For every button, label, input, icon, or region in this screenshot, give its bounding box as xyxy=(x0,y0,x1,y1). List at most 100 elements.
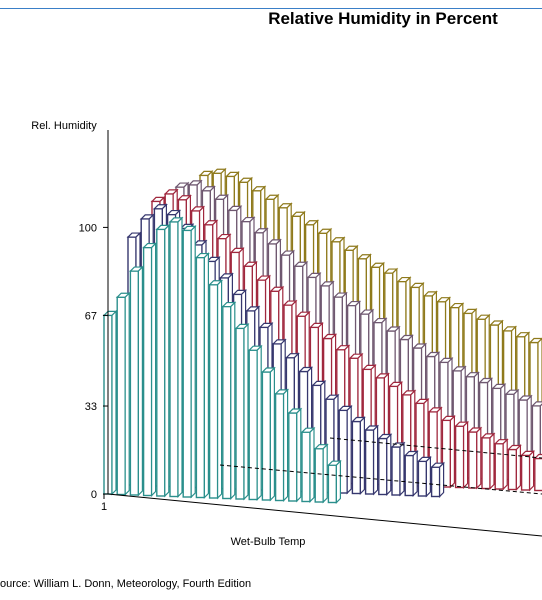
bar xyxy=(115,291,131,496)
bar-side xyxy=(399,441,405,497)
y-axis-label: Rel. Humidity xyxy=(31,120,97,132)
bar xyxy=(440,414,456,489)
bar-front xyxy=(520,454,531,491)
bar-side xyxy=(515,444,522,491)
bar-front xyxy=(481,437,491,490)
bar xyxy=(364,424,380,496)
bar-front xyxy=(417,460,428,497)
bar xyxy=(337,404,353,495)
bar xyxy=(467,426,483,490)
bar-side xyxy=(412,450,418,497)
bar-side xyxy=(137,265,143,497)
bar xyxy=(326,459,342,504)
bar xyxy=(274,388,290,502)
bar-front xyxy=(454,425,465,489)
bar-side xyxy=(386,433,392,496)
bar-side xyxy=(190,224,196,499)
bar xyxy=(181,224,197,499)
bar xyxy=(493,438,509,491)
bar-side xyxy=(269,366,275,502)
bar-side xyxy=(425,455,431,498)
bar-side xyxy=(151,242,157,497)
bar xyxy=(260,366,276,502)
bar xyxy=(430,461,446,498)
bar-top xyxy=(530,401,542,407)
bar-front xyxy=(378,437,388,496)
bar xyxy=(168,216,184,498)
bar-side xyxy=(322,443,328,504)
bar xyxy=(480,432,496,490)
bar-side xyxy=(346,404,352,495)
bar-side xyxy=(489,432,495,490)
bar xyxy=(350,416,366,495)
y-tick-label: 0 xyxy=(91,489,97,501)
bar-front xyxy=(351,420,362,495)
bar-front xyxy=(116,296,126,496)
bar xyxy=(155,223,171,498)
bar-side xyxy=(296,407,302,503)
bar-front xyxy=(327,464,338,504)
bar xyxy=(102,309,118,496)
y-tick-label: 100 xyxy=(79,222,97,234)
bar-front xyxy=(468,431,478,489)
bar-front xyxy=(208,284,219,499)
y-tick-label: 67 xyxy=(85,310,97,322)
bar xyxy=(403,450,419,497)
bar xyxy=(520,449,536,492)
bar xyxy=(300,426,316,503)
bar-side xyxy=(476,426,482,490)
bar-front xyxy=(274,393,285,502)
bar-side xyxy=(111,309,117,496)
y-tick-label: 33 xyxy=(85,401,97,413)
bar xyxy=(208,279,224,500)
bar-front xyxy=(430,466,441,498)
bar-front xyxy=(314,447,324,503)
x-axis-line xyxy=(107,493,542,537)
bar-side xyxy=(124,291,130,496)
floor-dashed-line-back xyxy=(329,437,542,459)
bar-front xyxy=(534,457,542,492)
bar-side xyxy=(217,279,223,500)
bar-side xyxy=(439,461,445,498)
floor-dashed-line-front xyxy=(219,464,542,495)
bar xyxy=(416,455,432,498)
bar-front xyxy=(129,270,140,496)
bar-side xyxy=(449,414,455,489)
bar-front xyxy=(235,327,245,500)
bar-front xyxy=(248,349,258,501)
x-tick-label: 1 xyxy=(101,501,107,513)
bar-front xyxy=(301,431,311,503)
bar-front xyxy=(288,412,298,502)
x-axis-label: Wet-Bulb Temp xyxy=(231,536,306,548)
bar-front xyxy=(391,446,401,496)
bar-side xyxy=(335,459,341,504)
bar xyxy=(128,265,144,497)
bar-front xyxy=(169,221,179,498)
bar xyxy=(506,444,522,491)
bar-side xyxy=(256,344,262,501)
bar-side xyxy=(203,252,209,499)
bar-side xyxy=(283,388,289,502)
bar-side xyxy=(463,420,469,489)
bar-side xyxy=(502,438,508,491)
bar xyxy=(142,242,158,497)
bar-front xyxy=(404,454,414,497)
bar-front xyxy=(494,442,504,490)
bar-front xyxy=(182,229,192,498)
bar-side xyxy=(164,223,170,498)
bar-front xyxy=(222,305,232,500)
bar-side xyxy=(243,322,249,501)
bar xyxy=(390,441,406,497)
bar xyxy=(533,453,542,492)
bar-front xyxy=(261,371,272,501)
bar-side xyxy=(177,216,183,498)
bar xyxy=(234,322,250,501)
bar-side xyxy=(373,424,379,496)
bar xyxy=(313,443,329,504)
bar-front xyxy=(195,256,206,499)
bar xyxy=(247,344,263,501)
bars-layer xyxy=(102,167,542,504)
bar-side xyxy=(309,426,315,503)
bar-front xyxy=(156,228,166,497)
